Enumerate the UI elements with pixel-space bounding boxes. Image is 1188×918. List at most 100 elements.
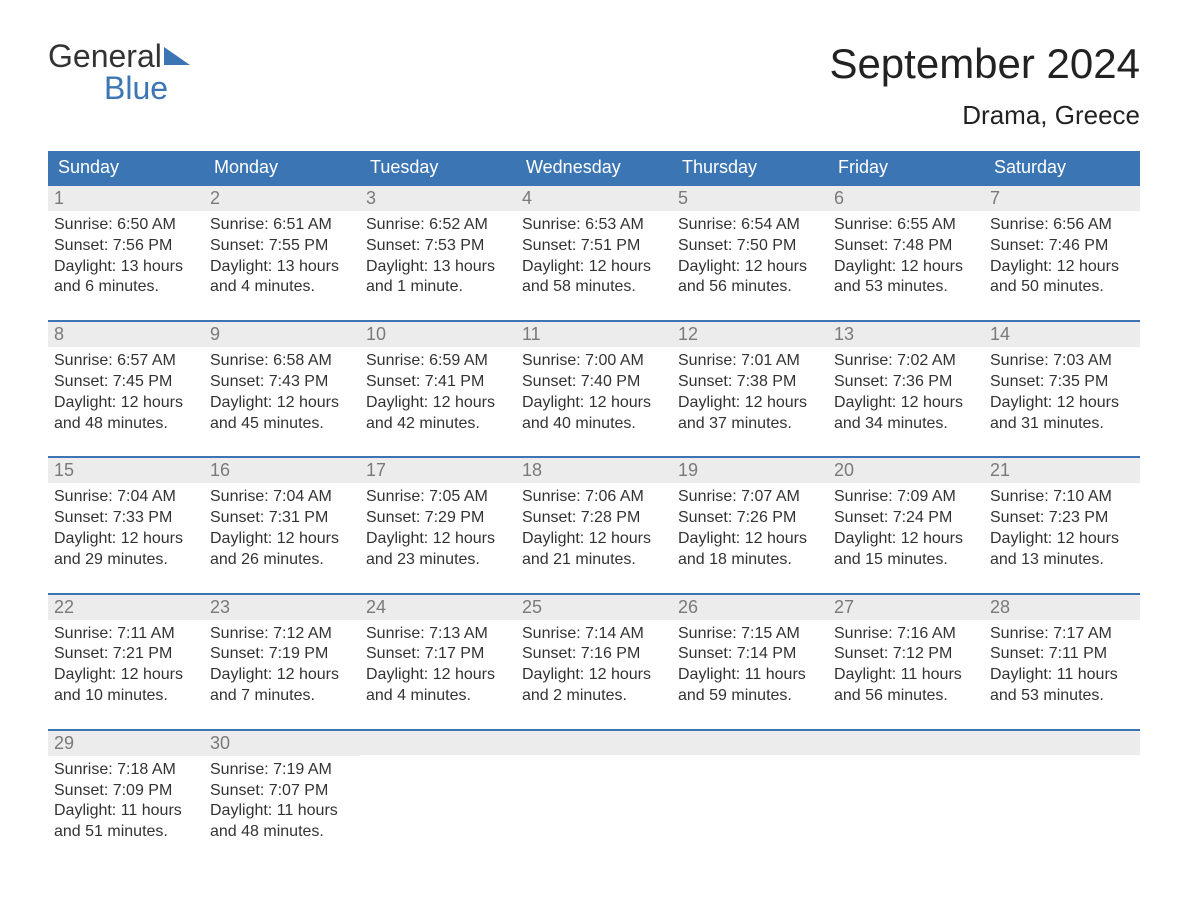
day-number: 26: [672, 595, 828, 620]
day-body: Sunrise: 6:57 AMSunset: 7:45 PMDaylight:…: [48, 347, 204, 438]
daylight-line: Daylight: 12 hours and 18 minutes.: [678, 529, 822, 571]
sunset-line: Sunset: 7:53 PM: [366, 236, 510, 257]
weekday-header: Thursday: [672, 151, 828, 184]
sunrise-line: Sunrise: 7:04 AM: [54, 487, 198, 508]
sunset-line: Sunset: 7:50 PM: [678, 236, 822, 257]
day-number: 20: [828, 458, 984, 483]
location-label: Drama, Greece: [829, 100, 1140, 131]
day-body: Sunrise: 7:17 AMSunset: 7:11 PMDaylight:…: [984, 620, 1140, 711]
sunrise-line: Sunrise: 7:09 AM: [834, 487, 978, 508]
day-cell: 1Sunrise: 6:50 AMSunset: 7:56 PMDaylight…: [48, 186, 204, 302]
sunrise-line: Sunrise: 7:19 AM: [210, 760, 354, 781]
day-cell: 27Sunrise: 7:16 AMSunset: 7:12 PMDayligh…: [828, 595, 984, 711]
sunrise-line: Sunrise: 7:10 AM: [990, 487, 1134, 508]
daylight-line: Daylight: 12 hours and 50 minutes.: [990, 257, 1134, 299]
sunset-line: Sunset: 7:51 PM: [522, 236, 666, 257]
daylight-line: Daylight: 12 hours and 21 minutes.: [522, 529, 666, 571]
sunset-line: Sunset: 7:55 PM: [210, 236, 354, 257]
daylight-line: Daylight: 12 hours and 13 minutes.: [990, 529, 1134, 571]
sunset-line: Sunset: 7:09 PM: [54, 781, 198, 802]
day-body: Sunrise: 6:58 AMSunset: 7:43 PMDaylight:…: [204, 347, 360, 438]
sunrise-line: Sunrise: 6:56 AM: [990, 215, 1134, 236]
daylight-line: Daylight: 12 hours and 10 minutes.: [54, 665, 198, 707]
calendar: SundayMondayTuesdayWednesdayThursdayFrid…: [48, 151, 1140, 847]
day-body: Sunrise: 6:56 AMSunset: 7:46 PMDaylight:…: [984, 211, 1140, 302]
day-number: 16: [204, 458, 360, 483]
day-number: 14: [984, 322, 1140, 347]
day-cell: 30Sunrise: 7:19 AMSunset: 7:07 PMDayligh…: [204, 731, 360, 847]
sunset-line: Sunset: 7:56 PM: [54, 236, 198, 257]
day-body: Sunrise: 7:13 AMSunset: 7:17 PMDaylight:…: [360, 620, 516, 711]
day-number: 29: [48, 731, 204, 756]
day-number: 24: [360, 595, 516, 620]
day-cell: 29Sunrise: 7:18 AMSunset: 7:09 PMDayligh…: [48, 731, 204, 847]
sunset-line: Sunset: 7:31 PM: [210, 508, 354, 529]
day-cell: 21Sunrise: 7:10 AMSunset: 7:23 PMDayligh…: [984, 458, 1140, 574]
day-body: Sunrise: 7:15 AMSunset: 7:14 PMDaylight:…: [672, 620, 828, 711]
day-number: 21: [984, 458, 1140, 483]
day-number: 11: [516, 322, 672, 347]
sunrise-line: Sunrise: 6:55 AM: [834, 215, 978, 236]
day-cell: [828, 731, 984, 847]
day-number: 23: [204, 595, 360, 620]
day-body: Sunrise: 7:14 AMSunset: 7:16 PMDaylight:…: [516, 620, 672, 711]
daylight-line: Daylight: 12 hours and 2 minutes.: [522, 665, 666, 707]
daylight-line: Daylight: 12 hours and 56 minutes.: [678, 257, 822, 299]
sunrise-line: Sunrise: 7:12 AM: [210, 624, 354, 645]
weekday-header-row: SundayMondayTuesdayWednesdayThursdayFrid…: [48, 151, 1140, 184]
day-cell: 10Sunrise: 6:59 AMSunset: 7:41 PMDayligh…: [360, 322, 516, 438]
day-number: 3: [360, 186, 516, 211]
week-row: 29Sunrise: 7:18 AMSunset: 7:09 PMDayligh…: [48, 729, 1140, 847]
day-cell: 20Sunrise: 7:09 AMSunset: 7:24 PMDayligh…: [828, 458, 984, 574]
day-number: 18: [516, 458, 672, 483]
day-number: 13: [828, 322, 984, 347]
sunset-line: Sunset: 7:46 PM: [990, 236, 1134, 257]
sunrise-line: Sunrise: 7:14 AM: [522, 624, 666, 645]
sunrise-line: Sunrise: 7:18 AM: [54, 760, 198, 781]
day-cell: 23Sunrise: 7:12 AMSunset: 7:19 PMDayligh…: [204, 595, 360, 711]
day-number: 5: [672, 186, 828, 211]
day-cell: 17Sunrise: 7:05 AMSunset: 7:29 PMDayligh…: [360, 458, 516, 574]
day-body: Sunrise: 6:53 AMSunset: 7:51 PMDaylight:…: [516, 211, 672, 302]
page-title: September 2024: [829, 40, 1140, 88]
day-cell: 25Sunrise: 7:14 AMSunset: 7:16 PMDayligh…: [516, 595, 672, 711]
day-body: Sunrise: 7:18 AMSunset: 7:09 PMDaylight:…: [48, 756, 204, 847]
daylight-line: Daylight: 11 hours and 53 minutes.: [990, 665, 1134, 707]
sunset-line: Sunset: 7:26 PM: [678, 508, 822, 529]
sunset-line: Sunset: 7:38 PM: [678, 372, 822, 393]
weekday-header: Monday: [204, 151, 360, 184]
daylight-line: Daylight: 12 hours and 4 minutes.: [366, 665, 510, 707]
day-number: 28: [984, 595, 1140, 620]
day-body: Sunrise: 7:02 AMSunset: 7:36 PMDaylight:…: [828, 347, 984, 438]
sunset-line: Sunset: 7:16 PM: [522, 644, 666, 665]
sunset-line: Sunset: 7:14 PM: [678, 644, 822, 665]
daylight-line: Daylight: 13 hours and 4 minutes.: [210, 257, 354, 299]
day-body: Sunrise: 7:01 AMSunset: 7:38 PMDaylight:…: [672, 347, 828, 438]
day-body: Sunrise: 7:06 AMSunset: 7:28 PMDaylight:…: [516, 483, 672, 574]
daylight-line: Daylight: 12 hours and 40 minutes.: [522, 393, 666, 435]
day-number: 8: [48, 322, 204, 347]
sunrise-line: Sunrise: 7:13 AM: [366, 624, 510, 645]
week-row: 8Sunrise: 6:57 AMSunset: 7:45 PMDaylight…: [48, 320, 1140, 438]
day-cell: 2Sunrise: 6:51 AMSunset: 7:55 PMDaylight…: [204, 186, 360, 302]
day-cell: 6Sunrise: 6:55 AMSunset: 7:48 PMDaylight…: [828, 186, 984, 302]
day-number: 22: [48, 595, 204, 620]
sunrise-line: Sunrise: 7:11 AM: [54, 624, 198, 645]
day-body: Sunrise: 7:11 AMSunset: 7:21 PMDaylight:…: [48, 620, 204, 711]
sunset-line: Sunset: 7:28 PM: [522, 508, 666, 529]
day-cell: 16Sunrise: 7:04 AMSunset: 7:31 PMDayligh…: [204, 458, 360, 574]
sunset-line: Sunset: 7:33 PM: [54, 508, 198, 529]
day-body: Sunrise: 7:00 AMSunset: 7:40 PMDaylight:…: [516, 347, 672, 438]
day-number-empty: [672, 731, 828, 755]
brand-logo: General Blue: [48, 40, 190, 104]
sunset-line: Sunset: 7:17 PM: [366, 644, 510, 665]
daylight-line: Daylight: 12 hours and 34 minutes.: [834, 393, 978, 435]
daylight-line: Daylight: 12 hours and 42 minutes.: [366, 393, 510, 435]
daylight-line: Daylight: 12 hours and 26 minutes.: [210, 529, 354, 571]
day-body: Sunrise: 7:03 AMSunset: 7:35 PMDaylight:…: [984, 347, 1140, 438]
sunrise-line: Sunrise: 6:52 AM: [366, 215, 510, 236]
sunrise-line: Sunrise: 7:03 AM: [990, 351, 1134, 372]
day-number-empty: [360, 731, 516, 755]
day-body: Sunrise: 7:07 AMSunset: 7:26 PMDaylight:…: [672, 483, 828, 574]
daylight-line: Daylight: 12 hours and 53 minutes.: [834, 257, 978, 299]
